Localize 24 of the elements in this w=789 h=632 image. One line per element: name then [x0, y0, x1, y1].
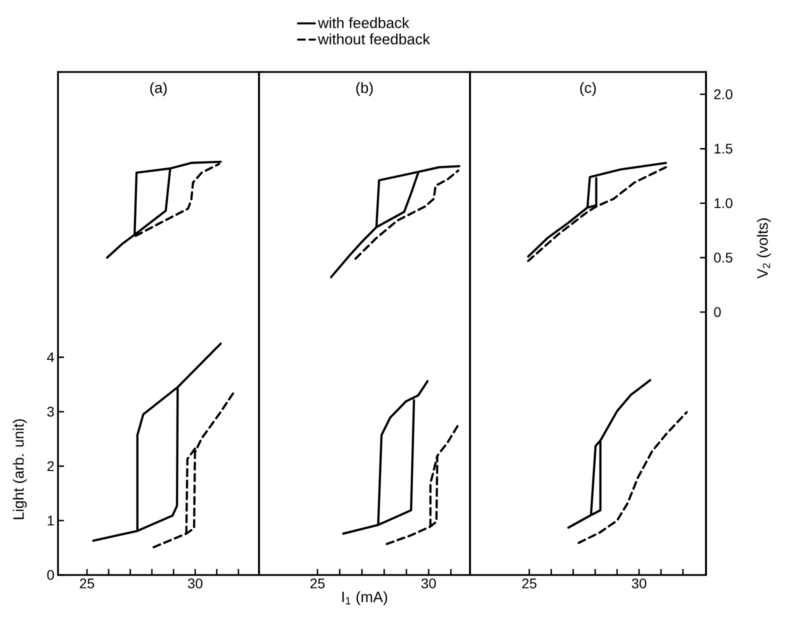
y2-tick-label: 1.5: [714, 144, 732, 154]
x-axis-title: I$_{1}$ (mA): [342, 591, 388, 606]
text: (c): [580, 82, 596, 96]
x-tick-label: 30: [188, 578, 202, 588]
legend-label: with feedback: [318, 17, 410, 28]
y-tick-label: 0: [47, 570, 54, 580]
text: (a): [150, 82, 167, 96]
y-tick-label: 3: [47, 406, 54, 417]
y2-axis-title: V$_{2}$ (volts): [756, 218, 771, 279]
y2-tick-label: 0.5: [714, 252, 732, 263]
y2-tick-label: 1.0: [714, 198, 732, 208]
legend-label: without feedback: [318, 33, 430, 44]
y-tick-label: 2: [47, 461, 54, 471]
x-tick-label: 25: [522, 578, 536, 588]
x-tick-label: 25: [80, 578, 94, 588]
x-tick-label: 30: [421, 578, 436, 588]
y2-tick-label: 2.0: [714, 89, 732, 100]
text: (b): [356, 82, 373, 96]
y-tick-label: 4: [47, 352, 54, 362]
y-axis-title: Light (arb. unit): [12, 419, 27, 520]
y-tick-label: 1: [48, 516, 54, 526]
x-tick-label: 30: [632, 578, 646, 588]
x-tick-label: 25: [310, 578, 325, 588]
y2-tick-label: 0: [714, 307, 721, 318]
